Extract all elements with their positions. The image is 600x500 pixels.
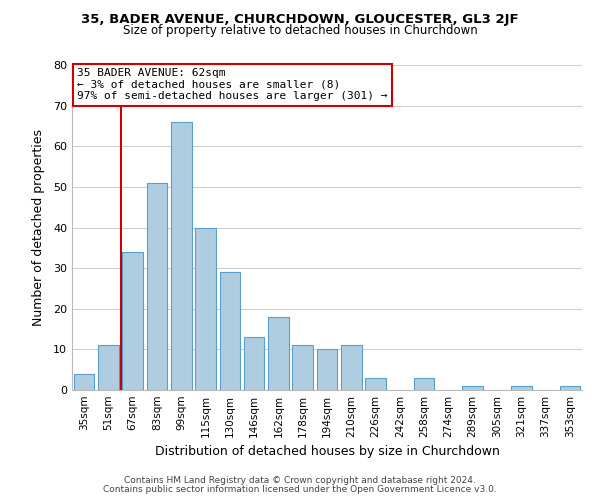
Bar — [560, 386, 580, 390]
Bar — [98, 346, 119, 390]
Bar — [365, 378, 386, 390]
Bar — [146, 183, 167, 390]
Bar — [195, 228, 216, 390]
Text: Contains public sector information licensed under the Open Government Licence v3: Contains public sector information licen… — [103, 485, 497, 494]
Bar — [463, 386, 483, 390]
Bar — [511, 386, 532, 390]
Bar — [220, 272, 240, 390]
Text: Contains HM Land Registry data © Crown copyright and database right 2024.: Contains HM Land Registry data © Crown c… — [124, 476, 476, 485]
Bar — [341, 346, 362, 390]
Bar — [317, 350, 337, 390]
Y-axis label: Number of detached properties: Number of detached properties — [32, 129, 44, 326]
Bar — [74, 374, 94, 390]
Bar — [122, 252, 143, 390]
Text: 35 BADER AVENUE: 62sqm
← 3% of detached houses are smaller (8)
97% of semi-detac: 35 BADER AVENUE: 62sqm ← 3% of detached … — [77, 68, 388, 102]
Text: Size of property relative to detached houses in Churchdown: Size of property relative to detached ho… — [122, 24, 478, 37]
X-axis label: Distribution of detached houses by size in Churchdown: Distribution of detached houses by size … — [155, 446, 499, 458]
Bar — [268, 317, 289, 390]
Bar — [171, 122, 191, 390]
Bar — [414, 378, 434, 390]
Bar — [244, 337, 265, 390]
Bar — [292, 346, 313, 390]
Text: 35, BADER AVENUE, CHURCHDOWN, GLOUCESTER, GL3 2JF: 35, BADER AVENUE, CHURCHDOWN, GLOUCESTER… — [81, 12, 519, 26]
